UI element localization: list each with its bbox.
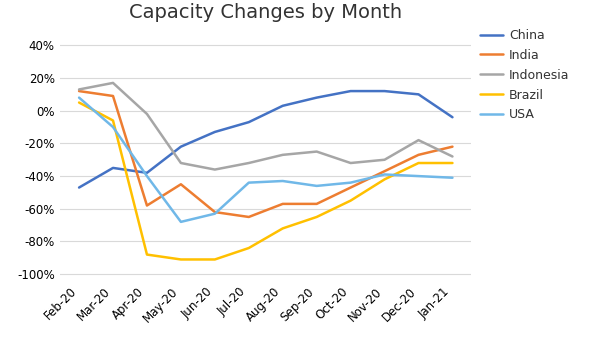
China	[415, 92, 422, 97]
India	[449, 144, 456, 149]
China	[109, 166, 117, 170]
Brazil	[279, 226, 286, 231]
USA	[76, 96, 83, 100]
Brazil	[449, 161, 456, 165]
India	[76, 89, 83, 93]
Line: India: India	[79, 91, 452, 217]
Legend: China, India, Indonesia, Brazil, USA: China, India, Indonesia, Brazil, USA	[475, 24, 574, 126]
USA	[415, 174, 422, 178]
Line: USA: USA	[79, 98, 452, 222]
Indonesia	[178, 161, 185, 165]
China	[178, 144, 185, 149]
Line: Indonesia: Indonesia	[79, 83, 452, 169]
Line: China: China	[79, 91, 452, 188]
Brazil	[211, 257, 219, 262]
China	[313, 96, 320, 100]
China	[143, 171, 150, 175]
Brazil	[76, 100, 83, 105]
USA	[178, 220, 185, 224]
Brazil	[313, 215, 320, 219]
USA	[109, 125, 117, 129]
Indonesia	[211, 167, 219, 172]
Indonesia	[76, 87, 83, 92]
Indonesia	[245, 161, 252, 165]
USA	[381, 172, 388, 177]
China	[381, 89, 388, 93]
India	[109, 94, 117, 98]
India	[381, 169, 388, 173]
Indonesia	[109, 81, 117, 85]
China	[279, 104, 286, 108]
China	[211, 130, 219, 134]
USA	[211, 211, 219, 216]
China	[245, 120, 252, 124]
China	[347, 89, 354, 93]
USA	[245, 181, 252, 185]
Indonesia	[449, 154, 456, 159]
India	[347, 185, 354, 190]
Brazil	[143, 252, 150, 257]
Indonesia	[313, 150, 320, 154]
India	[178, 182, 185, 186]
India	[313, 202, 320, 206]
Indonesia	[347, 161, 354, 165]
Indonesia	[381, 157, 388, 162]
Line: Brazil: Brazil	[79, 102, 452, 260]
Brazil	[109, 118, 117, 123]
India	[279, 202, 286, 206]
India	[143, 203, 150, 208]
Title: Capacity Changes by Month: Capacity Changes by Month	[129, 3, 402, 22]
USA	[347, 181, 354, 185]
USA	[313, 184, 320, 188]
Indonesia	[415, 138, 422, 142]
Brazil	[347, 198, 354, 203]
India	[245, 215, 252, 219]
India	[211, 210, 219, 214]
India	[415, 153, 422, 157]
Brazil	[381, 177, 388, 181]
USA	[279, 179, 286, 183]
USA	[449, 176, 456, 180]
Brazil	[245, 246, 252, 250]
Indonesia	[143, 112, 150, 116]
China	[449, 115, 456, 119]
Indonesia	[279, 153, 286, 157]
USA	[143, 174, 150, 178]
China	[76, 185, 83, 190]
Brazil	[178, 257, 185, 262]
Brazil	[415, 161, 422, 165]
